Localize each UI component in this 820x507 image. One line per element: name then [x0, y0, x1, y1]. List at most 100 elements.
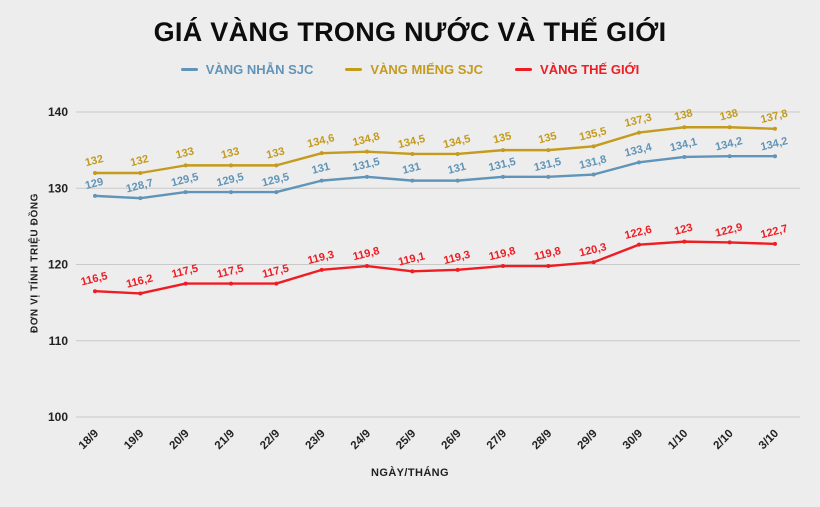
data-point-vang-the-gioi — [93, 289, 97, 294]
point-label-vang-mieng-sjc: 134,8 — [351, 131, 381, 149]
data-point-vang-nhan-sjc — [138, 196, 143, 201]
data-point-vang-mieng-sjc — [410, 151, 415, 156]
x-tick-label: 26/9 — [439, 428, 463, 452]
point-label-vang-the-gioi: 117,5 — [216, 263, 245, 281]
data-point-vang-nhan-sjc — [229, 190, 233, 195]
point-label-vang-nhan-sjc: 131 — [447, 161, 468, 177]
point-label-vang-the-gioi: 122,9 — [714, 221, 744, 239]
y-tick-label: 110 — [49, 334, 69, 348]
x-tick-label: 25/9 — [394, 428, 418, 452]
point-label-vang-the-gioi: 119,8 — [352, 245, 381, 263]
point-label-vang-nhan-sjc: 129 — [84, 176, 105, 192]
legend-label-vang-nhan-sjc: VÀNG NHẪN SJC — [205, 61, 314, 77]
point-label-vang-nhan-sjc: 128,7 — [125, 177, 155, 195]
y-tick-label: 120 — [48, 258, 68, 272]
data-point-vang-mieng-sjc — [773, 126, 777, 131]
point-label-vang-mieng-sjc: 137,3 — [623, 112, 653, 130]
data-point-vang-the-gioi — [138, 291, 143, 296]
point-label-vang-nhan-sjc: 131,5 — [533, 156, 563, 174]
point-label-vang-mieng-sjc: 138 — [673, 107, 694, 123]
legend-label-vang-the-gioi: VÀNG THẾ GIỚI — [540, 61, 640, 77]
x-tick-label: 1/10 — [666, 428, 690, 452]
data-point-vang-the-gioi — [365, 264, 369, 269]
data-point-vang-the-gioi — [183, 281, 188, 286]
legend-marker-vang-mieng-sjc — [345, 67, 363, 71]
point-label-vang-nhan-sjc: 129,5 — [215, 171, 245, 189]
point-label-vang-nhan-sjc: 131,8 — [578, 153, 608, 171]
legend-marker-vang-the-gioi — [515, 67, 533, 71]
point-label-vang-nhan-sjc: 133,4 — [623, 141, 653, 160]
legend-item-vang-the-gioi: VÀNG THẾ GIỚI — [515, 62, 639, 77]
data-point-vang-the-gioi — [773, 241, 777, 246]
series-line-vang-the-gioi — [93, 240, 777, 295]
point-label-vang-the-gioi: 116,5 — [80, 270, 109, 288]
data-point-vang-the-gioi — [501, 264, 505, 269]
x-tick-label: 28/9 — [530, 428, 554, 452]
x-tick-label: 27/9 — [485, 428, 509, 452]
x-tick-label: 30/9 — [621, 428, 645, 452]
legend-item-vang-mieng-sjc: VÀNG MIẾNG SJC — [345, 62, 483, 77]
data-point-vang-nhan-sjc — [546, 174, 551, 179]
data-point-vang-mieng-sjc — [727, 125, 732, 130]
data-point-vang-nhan-sjc — [591, 172, 596, 177]
point-label-vang-the-gioi: 119,8 — [533, 245, 562, 263]
data-point-vang-mieng-sjc — [183, 163, 188, 168]
data-point-vang-the-gioi — [637, 242, 641, 247]
data-point-vang-mieng-sjc — [93, 171, 97, 175]
data-point-vang-the-gioi — [591, 260, 596, 265]
data-point-vang-nhan-sjc — [365, 174, 369, 179]
data-point-vang-nhan-sjc — [773, 154, 777, 159]
chart-legend: VÀNG NHẪN SJC VÀNG MIẾNG SJC VÀNG THẾ GIỚI — [0, 60, 820, 78]
x-tick-label: 2/10 — [711, 428, 735, 452]
x-tick-label: 22/9 — [258, 428, 282, 452]
data-point-vang-nhan-sjc — [274, 190, 279, 195]
data-point-vang-nhan-sjc — [501, 174, 505, 179]
point-label-vang-mieng-sjc: 138 — [719, 107, 740, 123]
point-label-vang-mieng-sjc: 135 — [492, 130, 513, 146]
data-point-vang-nhan-sjc — [727, 154, 732, 159]
page-title: GIÁ VÀNG TRONG NƯỚC VÀ THẾ GIỚI — [153, 17, 667, 47]
point-label-vang-the-gioi: 119,8 — [488, 245, 517, 263]
series-line-vang-mieng-sjc — [93, 126, 777, 175]
data-point-vang-the-gioi — [319, 267, 324, 272]
data-point-vang-nhan-sjc — [410, 178, 415, 183]
data-point-vang-mieng-sjc — [138, 171, 143, 175]
point-label-vang-nhan-sjc: 134,1 — [669, 136, 699, 154]
point-label-vang-mieng-sjc: 133 — [265, 145, 286, 161]
x-tick-label: 29/9 — [575, 428, 599, 452]
point-label-vang-nhan-sjc: 131 — [401, 161, 422, 177]
x-tick-label: 23/9 — [303, 428, 327, 452]
data-point-vang-the-gioi — [727, 240, 732, 245]
x-axis-title: NGÀY/THÁNG — [371, 467, 449, 479]
data-point-vang-mieng-sjc — [546, 148, 551, 153]
data-point-vang-nhan-sjc — [319, 178, 324, 183]
point-label-vang-mieng-sjc: 132 — [84, 153, 105, 169]
point-label-vang-nhan-sjc: 134,2 — [714, 135, 744, 153]
point-label-vang-nhan-sjc: 131 — [311, 161, 332, 177]
x-tick-label: 18/9 — [77, 428, 101, 452]
point-label-vang-the-gioi: 117,5 — [170, 263, 199, 281]
point-label-vang-nhan-sjc: 134,2 — [759, 135, 789, 153]
data-point-vang-the-gioi — [682, 239, 687, 244]
point-label-vang-mieng-sjc: 133 — [220, 145, 241, 161]
data-point-vang-the-gioi — [410, 269, 415, 274]
line-chart: 100 110 120 130 140 18/9 19/9 20/9 21/9 22/9 23/9 2… — [48, 105, 800, 452]
x-tick-label: 3/10 — [757, 428, 781, 452]
data-point-vang-nhan-sjc — [455, 178, 460, 183]
x-tick-label: 19/9 — [122, 428, 146, 452]
data-point-vang-mieng-sjc — [229, 163, 233, 168]
x-tick-label: 20/9 — [167, 428, 191, 452]
data-point-vang-mieng-sjc — [319, 151, 324, 156]
y-tick-label: 130 — [48, 181, 68, 195]
point-label-vang-the-gioi: 116,2 — [125, 272, 154, 290]
data-point-vang-mieng-sjc — [637, 130, 641, 135]
data-point-vang-mieng-sjc — [501, 148, 505, 153]
series-line-vang-nhan-sjc — [93, 155, 777, 200]
x-tick-label: 24/9 — [349, 428, 373, 452]
point-label-vang-mieng-sjc: 134,5 — [442, 133, 472, 151]
data-point-vang-mieng-sjc — [365, 149, 369, 154]
point-label-vang-the-gioi: 117,5 — [261, 263, 290, 281]
point-label-vang-mieng-sjc: 134,6 — [306, 132, 336, 150]
legend-label-vang-mieng-sjc: VÀNG MIẾNG SJC — [370, 61, 484, 77]
